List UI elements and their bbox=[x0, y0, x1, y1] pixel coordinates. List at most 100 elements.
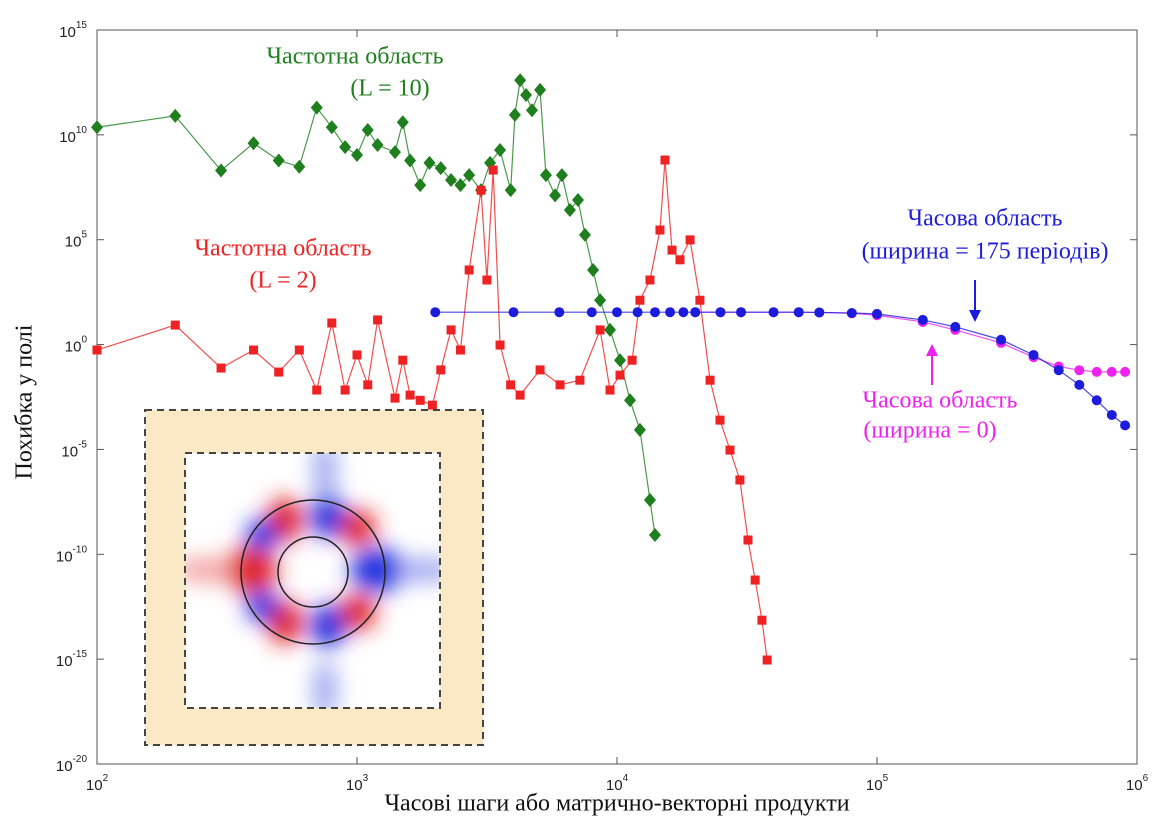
tick-exponent: 5 bbox=[883, 773, 889, 784]
point bbox=[554, 307, 564, 317]
point bbox=[217, 364, 226, 373]
tick-exponent: -5 bbox=[78, 439, 87, 450]
point bbox=[814, 307, 824, 317]
tick-label: 1015 bbox=[59, 20, 87, 41]
point bbox=[686, 235, 695, 244]
point bbox=[416, 396, 425, 405]
tick-base: 10 bbox=[59, 129, 76, 146]
point bbox=[735, 475, 744, 484]
point bbox=[1120, 420, 1130, 430]
tick-base: 10 bbox=[346, 777, 363, 794]
point bbox=[575, 376, 584, 385]
point bbox=[616, 371, 625, 380]
point bbox=[373, 315, 382, 324]
point bbox=[763, 656, 772, 665]
point bbox=[1107, 367, 1117, 377]
point bbox=[655, 226, 664, 235]
tick-base: 10 bbox=[1126, 777, 1143, 794]
point bbox=[1092, 395, 1102, 405]
point bbox=[678, 307, 688, 317]
point bbox=[428, 401, 437, 410]
annotation: Часова область bbox=[863, 388, 1018, 414]
point bbox=[171, 321, 180, 330]
point bbox=[661, 156, 670, 165]
point bbox=[465, 265, 474, 274]
tick-base: 10 bbox=[61, 443, 78, 460]
point bbox=[482, 275, 491, 284]
annotation: (ширина = 175 періодів) bbox=[862, 239, 1109, 265]
point bbox=[1092, 367, 1102, 377]
tick-label: 1010 bbox=[59, 124, 87, 145]
tick-label: 102 bbox=[86, 773, 109, 794]
point bbox=[918, 315, 928, 325]
tick-base: 10 bbox=[866, 777, 883, 794]
point bbox=[274, 368, 283, 377]
tick-exponent: -20 bbox=[73, 754, 88, 765]
point bbox=[398, 356, 407, 365]
point bbox=[1107, 410, 1117, 420]
point bbox=[695, 296, 704, 305]
tick-exponent: 6 bbox=[1143, 773, 1149, 784]
annotation: (L = 10) bbox=[350, 76, 429, 102]
point bbox=[456, 346, 465, 355]
tick-base: 10 bbox=[56, 548, 73, 565]
point bbox=[736, 307, 746, 317]
annotation: (ширина = 0) bbox=[863, 418, 996, 444]
tick-label: 10-15 bbox=[56, 649, 88, 670]
tick-label: 106 bbox=[1126, 773, 1149, 794]
point bbox=[1054, 365, 1064, 375]
point bbox=[430, 307, 440, 317]
point bbox=[477, 186, 486, 195]
point bbox=[1120, 367, 1130, 377]
point bbox=[606, 386, 615, 395]
chart: 10-2010-1510-1010-5100105101010151021031… bbox=[0, 0, 1163, 816]
point bbox=[447, 325, 456, 334]
point bbox=[716, 416, 725, 425]
point bbox=[587, 307, 597, 317]
tick-exponent: 5 bbox=[81, 229, 87, 240]
point bbox=[645, 275, 654, 284]
point bbox=[650, 307, 660, 317]
tick-exponent: 0 bbox=[81, 334, 87, 345]
point bbox=[725, 446, 734, 455]
tick-base: 10 bbox=[59, 24, 76, 41]
point bbox=[93, 346, 102, 355]
tick-exponent: 4 bbox=[623, 773, 629, 784]
tick-base: 10 bbox=[56, 653, 73, 670]
tick-label: 105 bbox=[866, 773, 889, 794]
point bbox=[312, 386, 321, 395]
tick-exponent: 2 bbox=[103, 773, 109, 784]
point bbox=[249, 346, 258, 355]
point bbox=[1029, 350, 1039, 360]
point bbox=[295, 346, 304, 355]
tick-label: 100 bbox=[65, 334, 88, 355]
tick-exponent: -10 bbox=[73, 544, 88, 555]
tick-base: 10 bbox=[65, 339, 82, 356]
annotation: Часова область bbox=[908, 206, 1063, 232]
point bbox=[341, 386, 350, 395]
point bbox=[847, 308, 857, 318]
point bbox=[406, 391, 415, 400]
tick-base: 10 bbox=[65, 234, 82, 251]
inset bbox=[145, 410, 483, 745]
point bbox=[1074, 365, 1084, 375]
point bbox=[628, 356, 637, 365]
point bbox=[757, 616, 766, 625]
point bbox=[769, 307, 779, 317]
point bbox=[751, 576, 760, 585]
point bbox=[665, 307, 675, 317]
tick-base: 10 bbox=[86, 777, 103, 794]
point bbox=[496, 341, 505, 350]
tick-exponent: 15 bbox=[76, 20, 88, 31]
tick-label: 10-20 bbox=[56, 754, 88, 775]
point bbox=[556, 380, 565, 389]
point bbox=[633, 307, 643, 317]
point bbox=[327, 318, 336, 327]
y-axis-title: Похибка у полі bbox=[12, 324, 38, 479]
annotation: (L = 2) bbox=[249, 268, 316, 294]
tick-base: 10 bbox=[56, 758, 73, 775]
point bbox=[353, 350, 362, 359]
point bbox=[635, 296, 644, 305]
point bbox=[950, 322, 960, 332]
point bbox=[516, 391, 525, 400]
